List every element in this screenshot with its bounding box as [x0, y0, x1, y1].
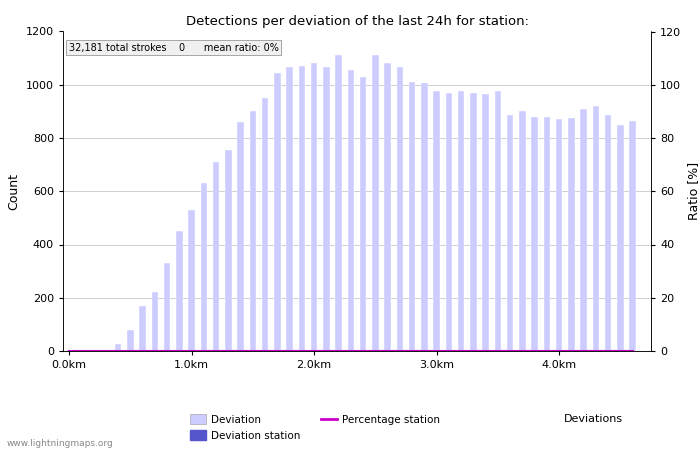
Bar: [629, 121, 636, 351]
Bar: [519, 112, 526, 351]
Bar: [421, 83, 428, 351]
Bar: [494, 91, 501, 351]
Bar: [188, 210, 195, 351]
Text: Deviations: Deviations: [564, 414, 623, 424]
Bar: [470, 93, 477, 351]
Text: www.lightningmaps.org: www.lightningmaps.org: [7, 439, 113, 448]
Bar: [568, 118, 575, 351]
Bar: [298, 66, 305, 351]
Bar: [617, 125, 624, 351]
Bar: [531, 117, 538, 351]
Bar: [249, 112, 256, 351]
Bar: [433, 91, 440, 351]
Bar: [543, 117, 550, 351]
Bar: [115, 344, 122, 351]
Bar: [507, 115, 514, 351]
Bar: [482, 94, 489, 351]
Bar: [286, 68, 293, 351]
Bar: [225, 150, 232, 351]
Bar: [347, 70, 354, 351]
Bar: [360, 77, 367, 351]
Bar: [164, 263, 171, 351]
Bar: [556, 119, 563, 351]
Bar: [102, 350, 109, 351]
Bar: [605, 115, 612, 351]
Bar: [409, 82, 416, 351]
Bar: [127, 330, 134, 351]
Bar: [213, 162, 220, 351]
Bar: [274, 73, 281, 351]
Bar: [580, 109, 587, 351]
Bar: [200, 183, 207, 351]
Title: Detections per deviation of the last 24h for station:: Detections per deviation of the last 24h…: [186, 14, 528, 27]
Bar: [323, 68, 330, 351]
Bar: [384, 63, 391, 351]
Bar: [237, 122, 244, 351]
Y-axis label: Ratio [%]: Ratio [%]: [687, 162, 700, 220]
Bar: [458, 91, 465, 351]
Y-axis label: Count: Count: [7, 173, 20, 210]
Bar: [445, 93, 452, 351]
Bar: [139, 306, 146, 351]
Text: 32,181 total strokes    0      mean ratio: 0%: 32,181 total strokes 0 mean ratio: 0%: [69, 43, 279, 53]
Bar: [335, 55, 342, 351]
Bar: [592, 106, 599, 351]
Bar: [262, 98, 269, 351]
Bar: [151, 292, 158, 351]
Bar: [176, 231, 183, 351]
Bar: [372, 55, 379, 351]
Bar: [396, 68, 403, 351]
Legend: Deviation, Deviation station, Percentage station: Deviation, Deviation station, Percentage…: [186, 410, 444, 445]
Bar: [311, 63, 318, 351]
